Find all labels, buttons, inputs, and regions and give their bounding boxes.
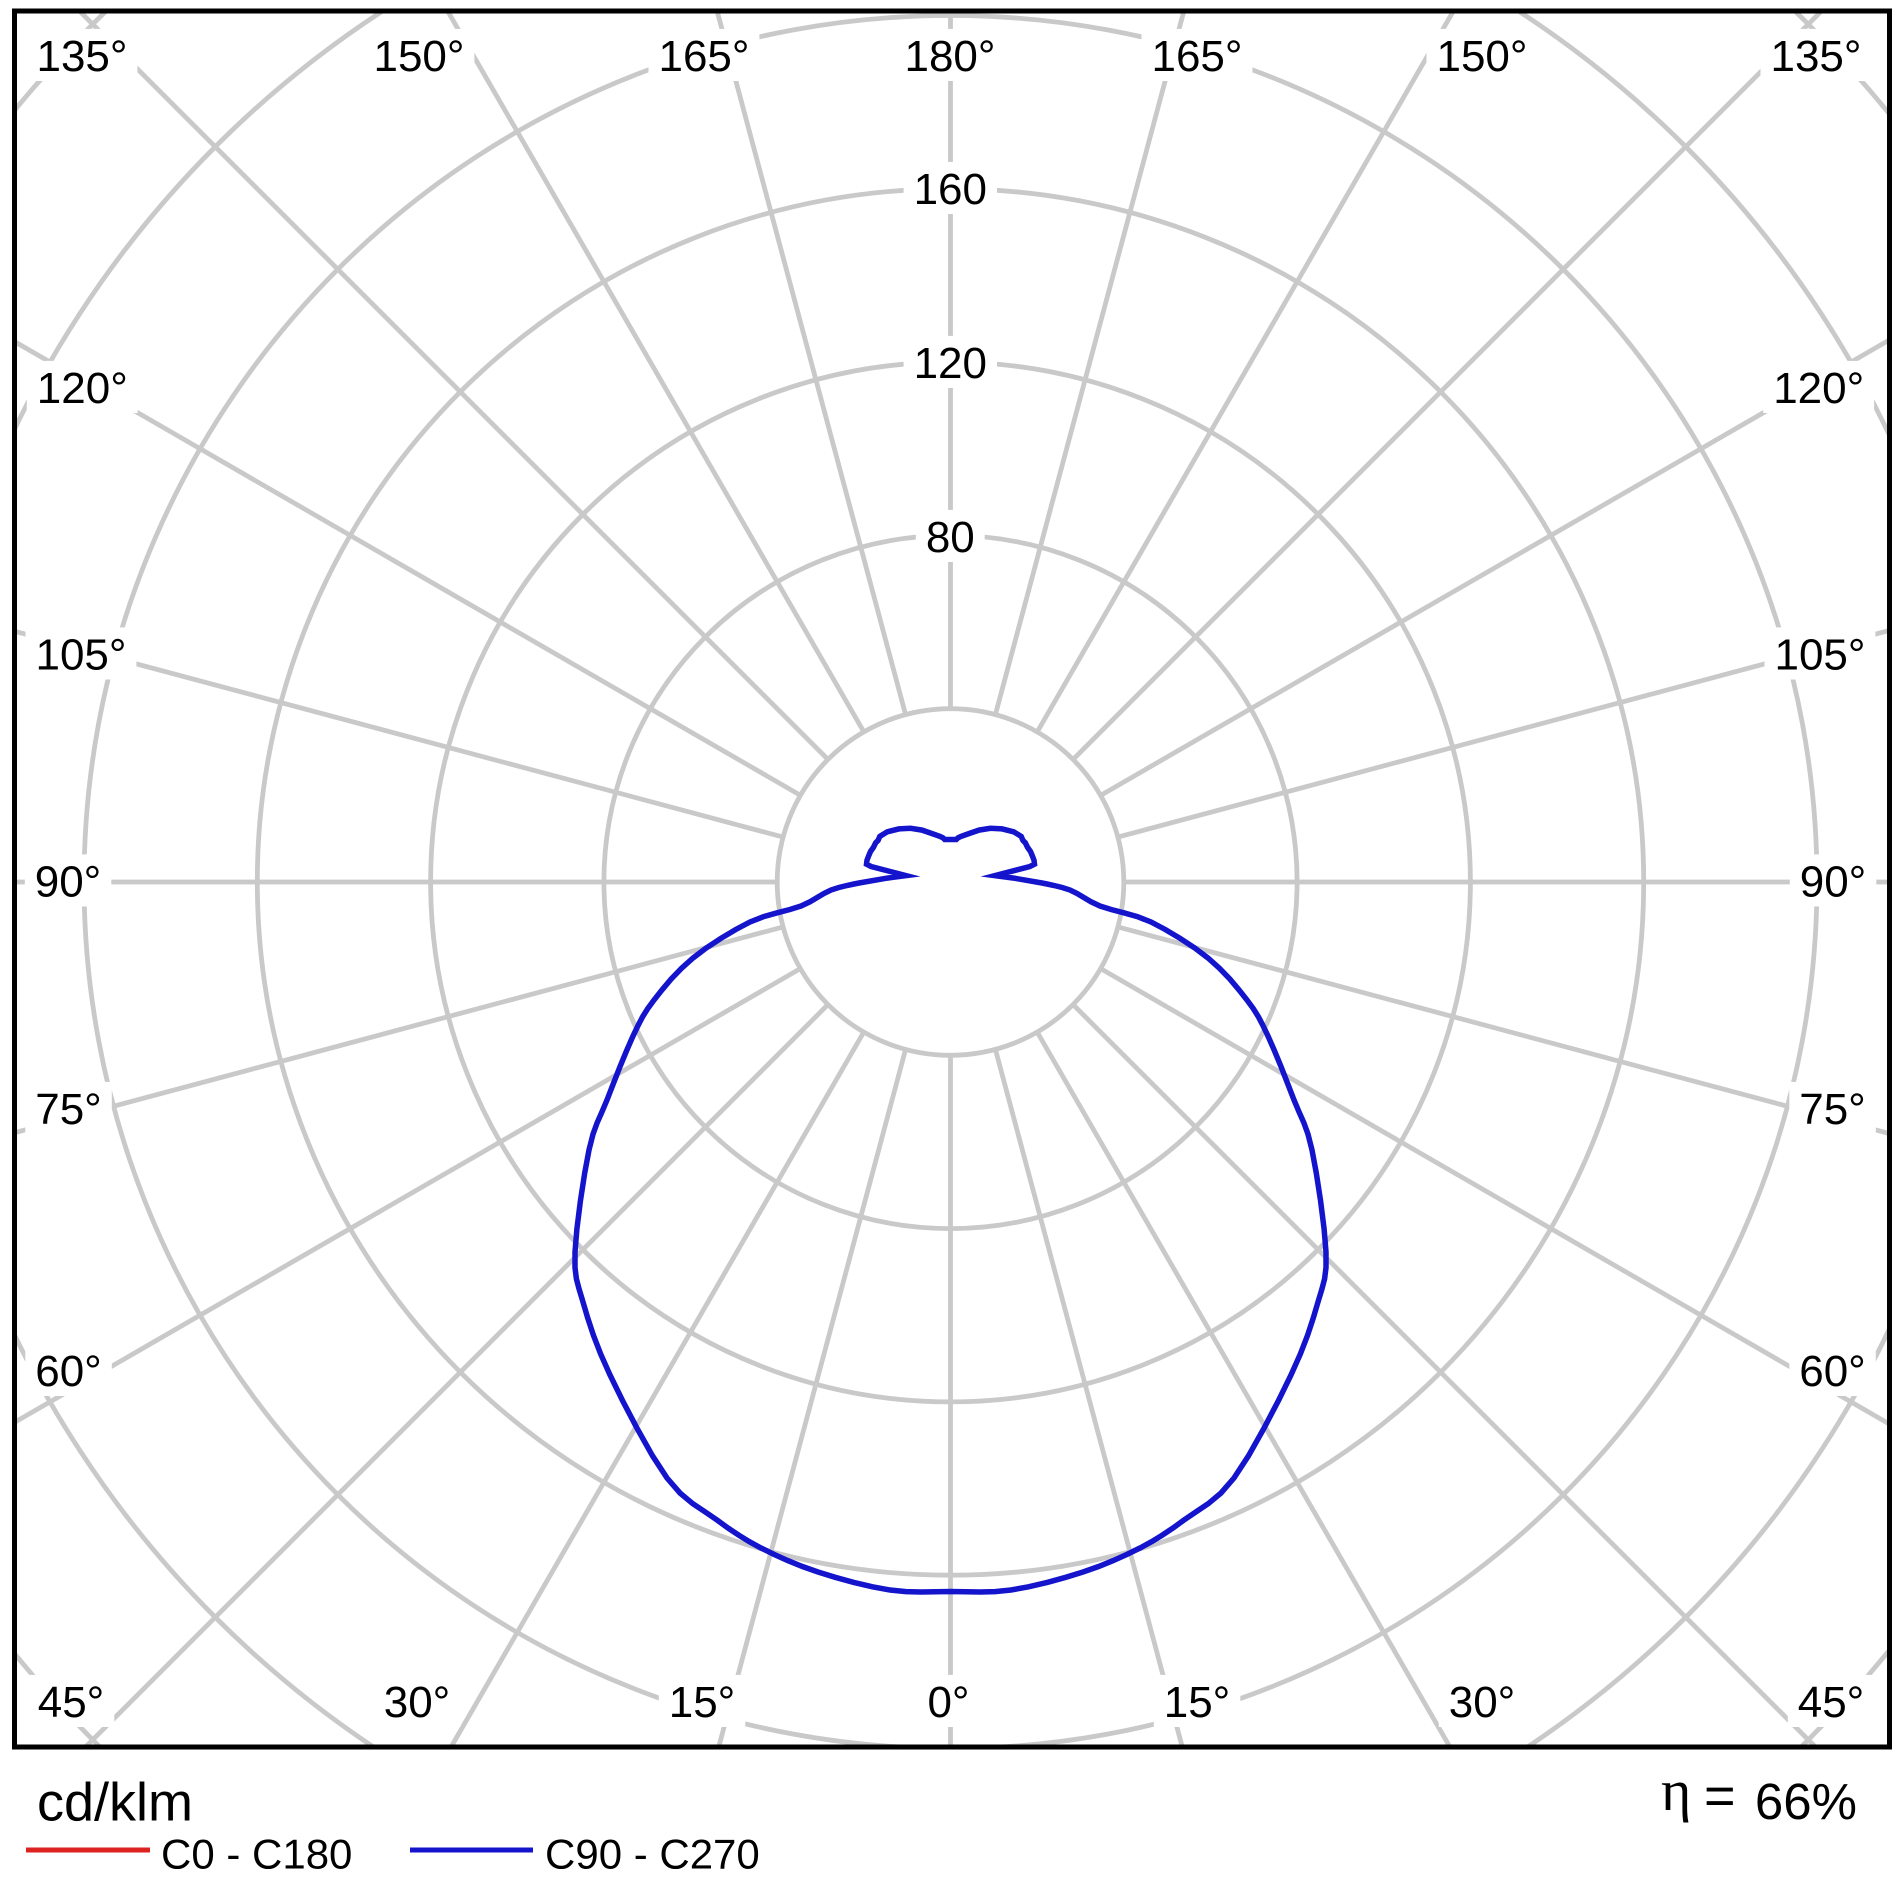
svg-text:75°: 75°	[1799, 1085, 1866, 1134]
svg-text:60°: 60°	[35, 1347, 102, 1396]
svg-text:15°: 15°	[669, 1678, 736, 1727]
svg-text:135°: 135°	[36, 32, 127, 81]
svg-text:15°: 15°	[1164, 1678, 1231, 1727]
svg-text:75°: 75°	[35, 1085, 102, 1134]
svg-text:45°: 45°	[38, 1678, 105, 1727]
svg-text:105°: 105°	[35, 631, 126, 680]
svg-text:C90 - C270: C90 - C270	[545, 1831, 760, 1878]
svg-text:cd/klm: cd/klm	[37, 1773, 193, 1833]
svg-text:C0 - C180: C0 - C180	[161, 1831, 352, 1878]
svg-text:165°: 165°	[1151, 32, 1242, 81]
svg-text:η: η	[1661, 1758, 1691, 1823]
svg-text:80: 80	[926, 513, 975, 562]
svg-text:90°: 90°	[35, 858, 102, 907]
svg-text:135°: 135°	[1770, 32, 1861, 81]
svg-text:90°: 90°	[1800, 858, 1867, 907]
svg-text:180°: 180°	[904, 32, 995, 81]
svg-text:66%: 66%	[1755, 1773, 1857, 1830]
svg-text:120: 120	[914, 339, 987, 388]
svg-text:45°: 45°	[1798, 1678, 1865, 1727]
svg-text:=: =	[1704, 1766, 1736, 1826]
svg-text:160: 160	[914, 165, 987, 214]
svg-text:105°: 105°	[1774, 631, 1865, 680]
svg-text:150°: 150°	[1436, 32, 1527, 81]
svg-text:165°: 165°	[658, 32, 749, 81]
svg-text:30°: 30°	[384, 1678, 451, 1727]
svg-text:120°: 120°	[1773, 364, 1864, 413]
svg-text:120°: 120°	[37, 364, 128, 413]
svg-text:60°: 60°	[1799, 1347, 1866, 1396]
svg-text:150°: 150°	[373, 32, 464, 81]
svg-text:0°: 0°	[927, 1678, 969, 1727]
svg-text:30°: 30°	[1449, 1678, 1516, 1727]
